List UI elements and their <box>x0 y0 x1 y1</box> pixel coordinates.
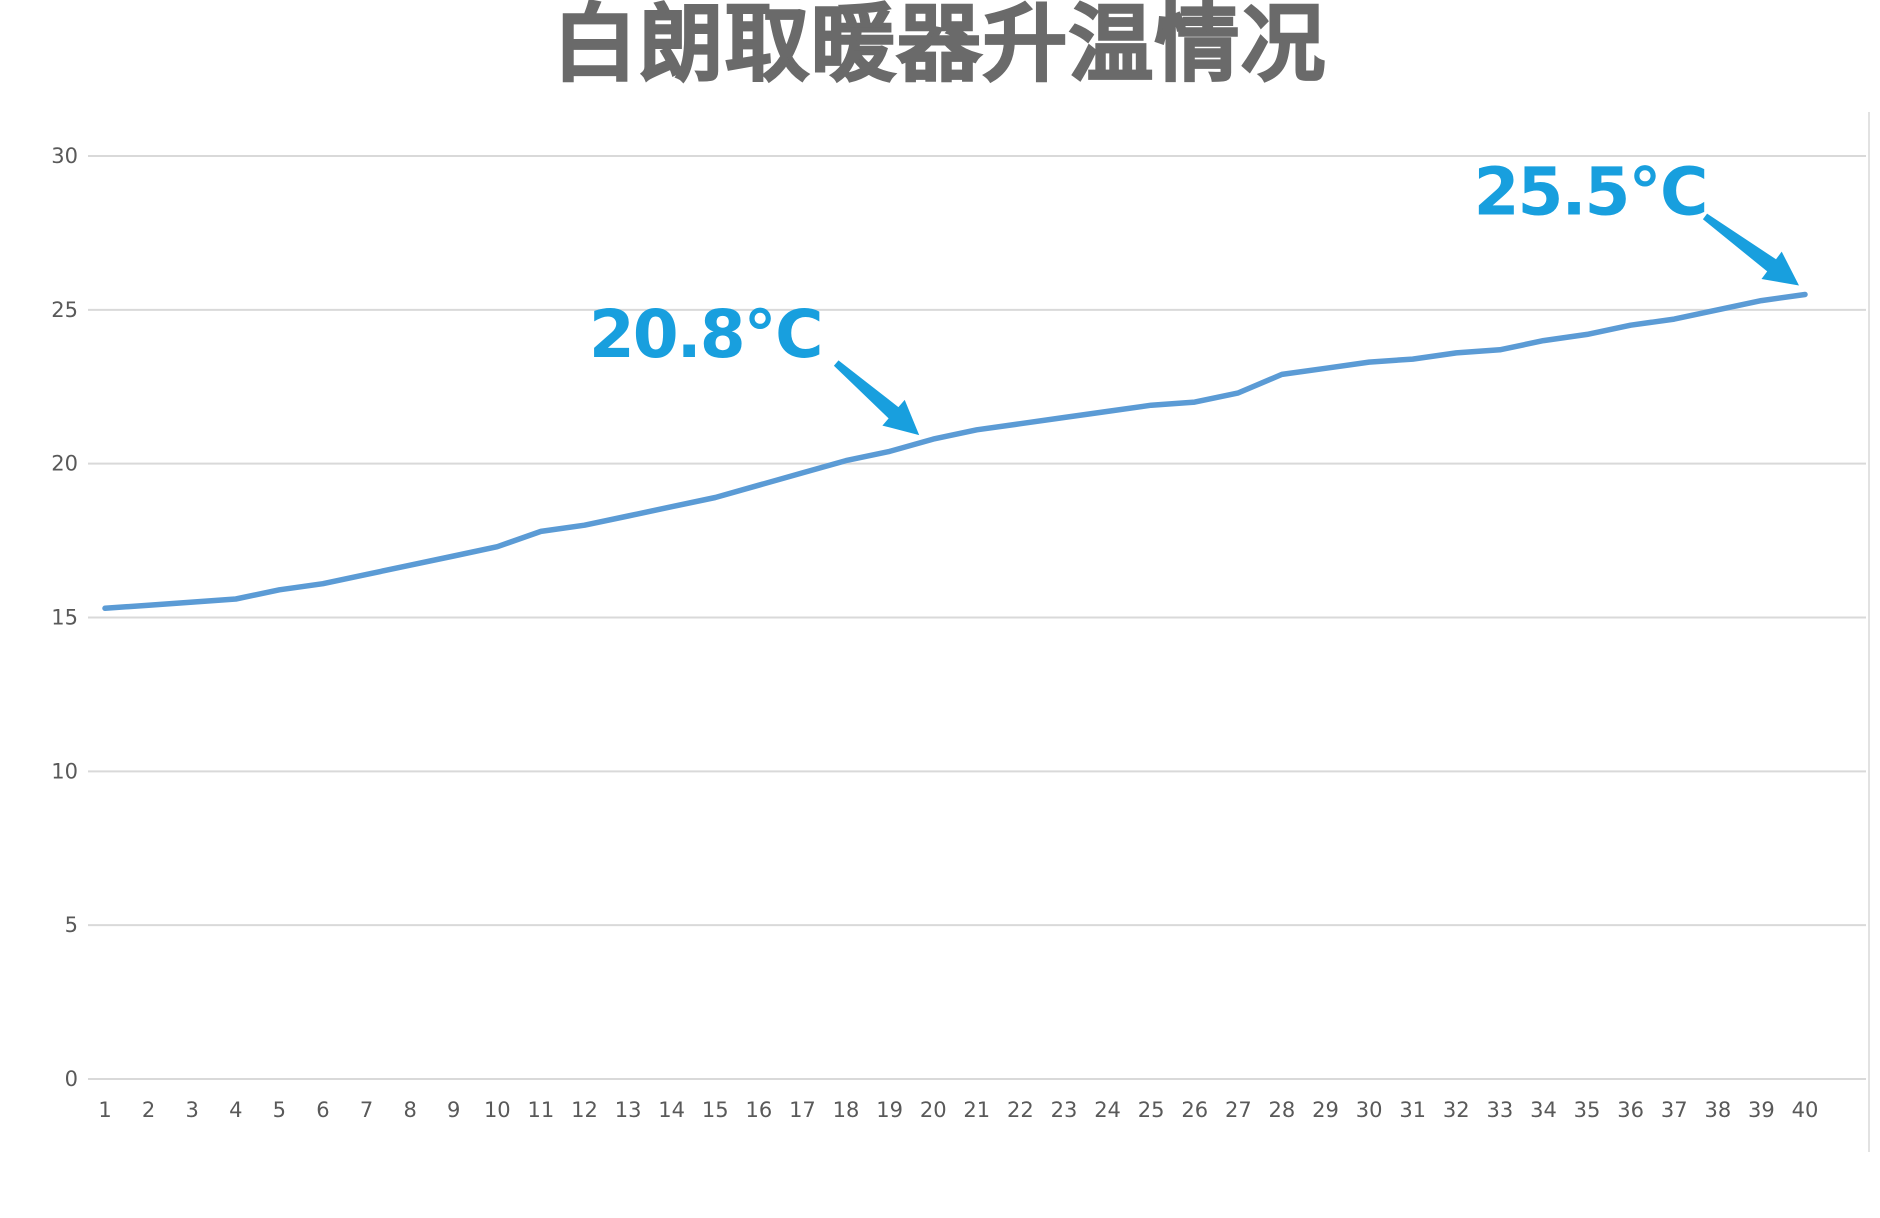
x-axis-tick-label: 39 <box>1748 1098 1775 1122</box>
x-axis-tick-label: 34 <box>1530 1098 1557 1122</box>
annotation-arrow-icon <box>833 360 920 436</box>
x-axis-tick-label: 9 <box>447 1098 460 1122</box>
x-axis-tick-label: 5 <box>273 1098 286 1122</box>
x-axis-tick-label: 19 <box>876 1098 903 1122</box>
y-axis-tick-label: 5 <box>65 913 78 937</box>
x-axis-tick-label: 27 <box>1225 1098 1252 1122</box>
x-axis-tick-label: 1 <box>98 1098 111 1122</box>
y-axis-tick-label: 15 <box>51 606 78 630</box>
x-axis-tick-label: 23 <box>1051 1098 1078 1122</box>
x-axis-tick-label: 12 <box>571 1098 598 1122</box>
x-axis-tick-labels: 1 2 3 4 5 6 7 8 9 10 11 12 13 14 15 16 17 18 19 20 21 22 23 24 2… <box>98 1098 1818 1122</box>
x-axis-tick-label: 6 <box>316 1098 329 1122</box>
y-axis-tick-label: 10 <box>51 759 78 783</box>
y-axis-tick-label: 30 <box>51 144 78 168</box>
x-axis-tick-label: 2 <box>142 1098 155 1122</box>
annotation-value-label: 20.8℃ <box>589 296 822 373</box>
x-axis-tick-label: 33 <box>1487 1098 1514 1122</box>
x-axis-tick-label: 35 <box>1574 1098 1601 1122</box>
x-axis-tick-label: 24 <box>1094 1098 1121 1122</box>
x-axis-tick-label: 26 <box>1181 1098 1208 1122</box>
x-axis-tick-label: 38 <box>1704 1098 1731 1122</box>
y-axis-tick-labels: 0 5 10 15 20 25 30 <box>51 144 78 1091</box>
x-axis-tick-label: 36 <box>1617 1098 1644 1122</box>
x-axis-tick-label: 17 <box>789 1098 816 1122</box>
x-axis-tick-label: 40 <box>1792 1098 1819 1122</box>
temperature-series-line <box>102 291 1808 612</box>
x-axis-tick-label: 30 <box>1356 1098 1383 1122</box>
x-axis-tick-label: 21 <box>963 1098 990 1122</box>
gridlines <box>88 155 1866 1080</box>
chart-title: 白朗取暖器升温情况 <box>552 0 1327 93</box>
x-axis-tick-label: 31 <box>1399 1098 1426 1122</box>
x-axis-tick-label: 32 <box>1443 1098 1470 1122</box>
x-axis-tick-label: 20 <box>920 1098 947 1122</box>
x-axis-tick-label: 22 <box>1007 1098 1034 1122</box>
y-axis-tick-label: 20 <box>51 452 78 476</box>
x-axis-tick-label: 10 <box>484 1098 511 1122</box>
x-axis-tick-label: 29 <box>1312 1098 1339 1122</box>
y-axis-tick-label: 25 <box>51 298 78 322</box>
x-axis-tick-label: 3 <box>185 1098 198 1122</box>
x-axis-tick-label: 4 <box>229 1098 242 1122</box>
x-axis-tick-label: 7 <box>360 1098 373 1122</box>
x-axis-tick-label: 16 <box>745 1098 772 1122</box>
x-axis-tick-label: 13 <box>615 1098 642 1122</box>
annotation-value-label: 25.5℃ <box>1474 153 1707 230</box>
y-axis-tick-label: 0 <box>65 1067 78 1091</box>
annotation-1: 20.8℃ <box>589 296 920 436</box>
x-axis-tick-label: 11 <box>528 1098 555 1122</box>
x-axis-tick-label: 14 <box>658 1098 685 1122</box>
x-axis-tick-label: 25 <box>1138 1098 1165 1122</box>
x-axis-tick-label: 8 <box>403 1098 416 1122</box>
x-axis-tick-label: 15 <box>702 1098 729 1122</box>
x-axis-tick-label: 37 <box>1661 1098 1688 1122</box>
data-annotations: 20.8℃ 25.5℃ <box>589 153 1799 436</box>
x-axis-tick-label: 18 <box>833 1098 860 1122</box>
x-axis-tick-label: 28 <box>1269 1098 1296 1122</box>
annotation-arrow-icon <box>1702 213 1799 286</box>
annotation-2: 25.5℃ <box>1474 153 1799 286</box>
